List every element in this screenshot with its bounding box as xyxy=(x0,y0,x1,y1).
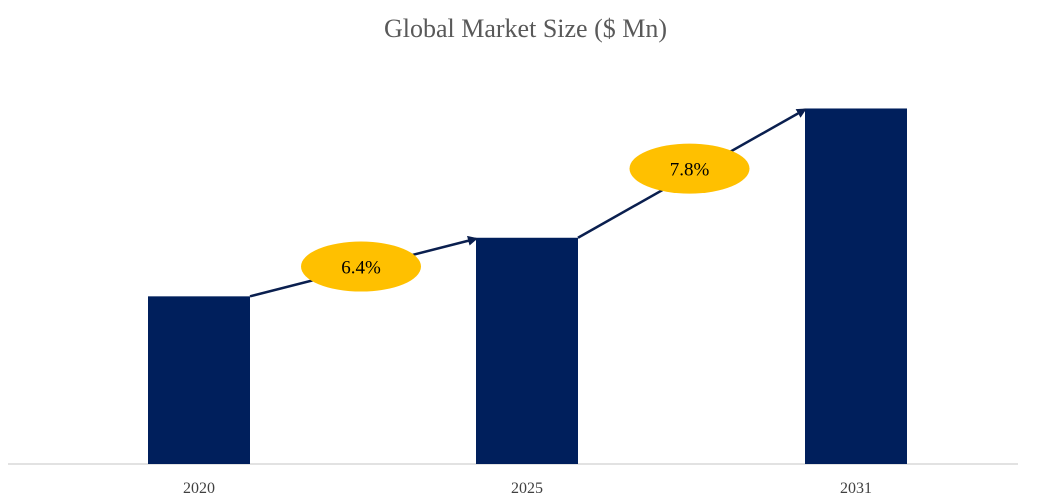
x-tick-label: 2031 xyxy=(840,480,872,497)
cagr-label: 7.8% xyxy=(670,160,710,181)
chart-title: Global Market Size ($ Mn) xyxy=(383,14,668,43)
cagr-label: 6.4% xyxy=(341,258,381,279)
bar-2025 xyxy=(476,237,578,464)
cagr-badge xyxy=(301,241,421,292)
bar-2031 xyxy=(805,108,907,464)
x-tick-label: 2020 xyxy=(183,480,215,497)
x-tick-label: 2025 xyxy=(511,480,543,497)
cagr-badge xyxy=(629,143,750,194)
bar-2020 xyxy=(148,296,250,464)
